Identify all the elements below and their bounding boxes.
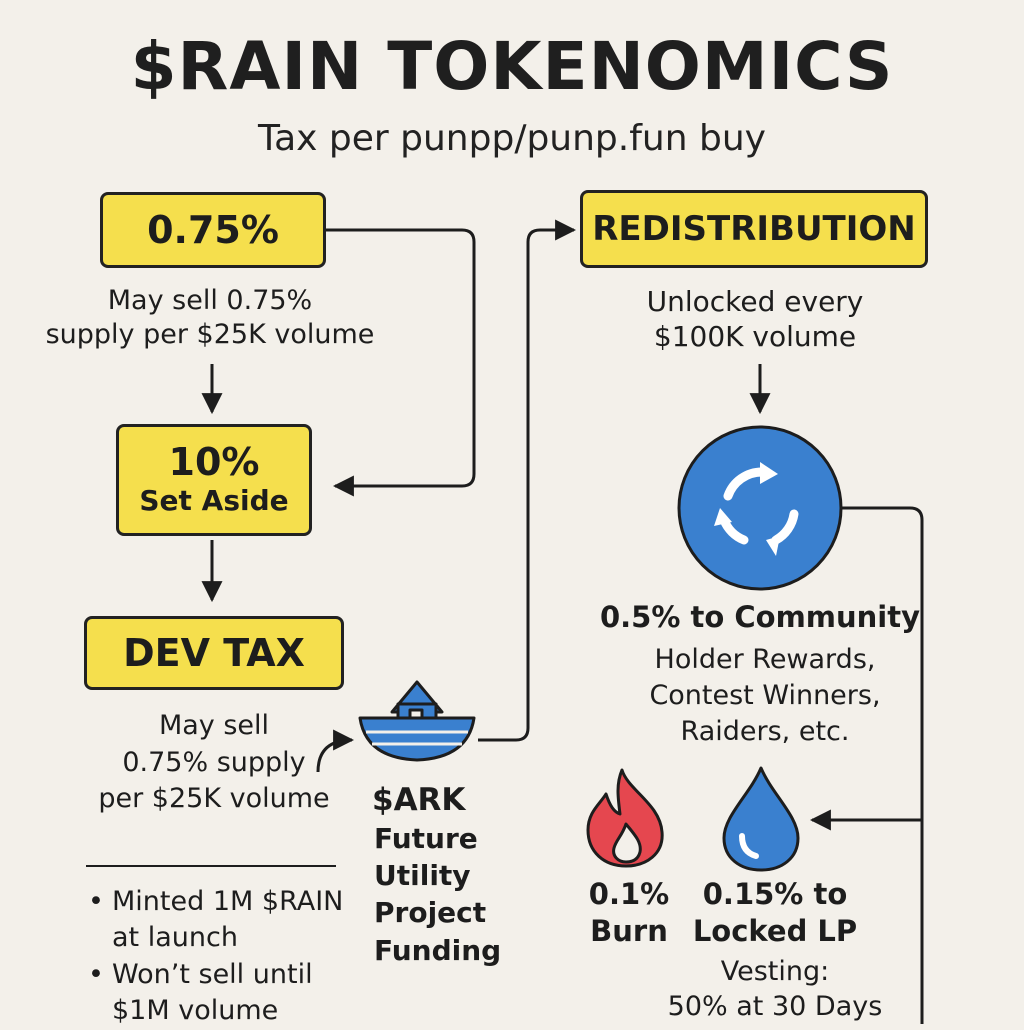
set-aside-label: Set Aside <box>139 484 289 518</box>
community-item: Contest Winners, <box>649 680 881 712</box>
connector-rate-to-setaside <box>326 228 476 497</box>
community-title: 0.5% to Community <box>599 600 921 634</box>
connector-devtax-to-ark <box>316 729 355 773</box>
page-subtitle: Tax per punpp/punp.fun buy <box>258 118 766 159</box>
note-item: Won’t sell until $1M volume <box>86 957 356 1030</box>
notes-list: Minted 1M $RAIN at launch Won’t sell unt… <box>86 884 356 1030</box>
ark-desc-line: Utility <box>374 859 471 893</box>
burn-line: 0.1% <box>588 877 670 911</box>
droplet-icon <box>722 766 800 872</box>
dev-tax-description: May sell 0.75% supply per $25K volume <box>84 708 344 818</box>
ark-name: $ARK <box>372 782 466 818</box>
rate-desc-line: supply per $25K volume <box>45 318 375 350</box>
rate-box-label: 0.75% <box>147 208 279 252</box>
dev-tax-desc-line: per $25K volume <box>98 783 330 815</box>
note-line: Minted 1M $RAIN <box>112 886 344 917</box>
unlock-desc-line: Unlocked every <box>646 285 864 318</box>
set-aside-pct: 10% <box>168 439 260 484</box>
community-items: Holder Rewards, Contest Winners, Raiders… <box>600 642 930 751</box>
lp-line: Locked LP <box>692 914 858 949</box>
note-line: at launch <box>112 922 238 954</box>
lp-label: 0.15% to Locked LP <box>690 876 860 950</box>
dev-tax-label: DEV TAX <box>123 631 305 675</box>
ark-desc-line: Project <box>374 896 487 930</box>
note-line: $1M volume <box>112 995 279 1027</box>
set-aside-box: 10% Set Aside <box>116 424 312 536</box>
ark-description: Future Utility Project Funding <box>374 820 501 969</box>
page-title: $RAIN TOKENOMICS <box>130 28 894 105</box>
dev-tax-desc-line: May sell <box>158 710 270 741</box>
lp-vesting: Vesting: 50% at 30 Days <box>640 954 910 1024</box>
unlock-desc-line: $100K volume <box>653 320 857 353</box>
connector-cycle-rail <box>838 506 924 1024</box>
vesting-line: 50% at 30 Days <box>667 991 883 1023</box>
lp-line: 0.15% to <box>702 877 848 911</box>
vesting-line: Vesting: <box>720 956 830 987</box>
burn-label: 0.1% Burn <box>574 876 684 950</box>
dev-tax-desc-line: 0.75% supply <box>122 746 306 778</box>
house-boat-icon <box>358 680 476 762</box>
flame-icon <box>586 768 664 868</box>
community-item: Raiders, etc. <box>680 716 850 748</box>
burn-line: Burn <box>590 914 668 949</box>
dev-tax-box: DEV TAX <box>84 616 344 690</box>
redistribution-box: REDISTRIBUTION <box>580 190 928 268</box>
rate-description: May sell 0.75% supply per $25K volume <box>40 284 380 352</box>
note-item: Minted 1M $RAIN at launch <box>86 884 356 957</box>
note-line: Won’t sell until <box>112 958 313 990</box>
ark-desc-line: Funding <box>374 933 502 967</box>
rate-box: 0.75% <box>100 192 326 268</box>
unlock-description: Unlocked every $100K volume <box>590 284 920 354</box>
ark-desc-line: Future <box>374 822 478 855</box>
redistribution-label: REDISTRIBUTION <box>592 209 916 249</box>
rate-desc-line: May sell 0.75% <box>107 285 313 316</box>
connector-ark-to-redistribution <box>478 219 577 742</box>
refresh-icon <box>677 425 843 591</box>
community-item: Holder Rewards, <box>654 644 876 675</box>
